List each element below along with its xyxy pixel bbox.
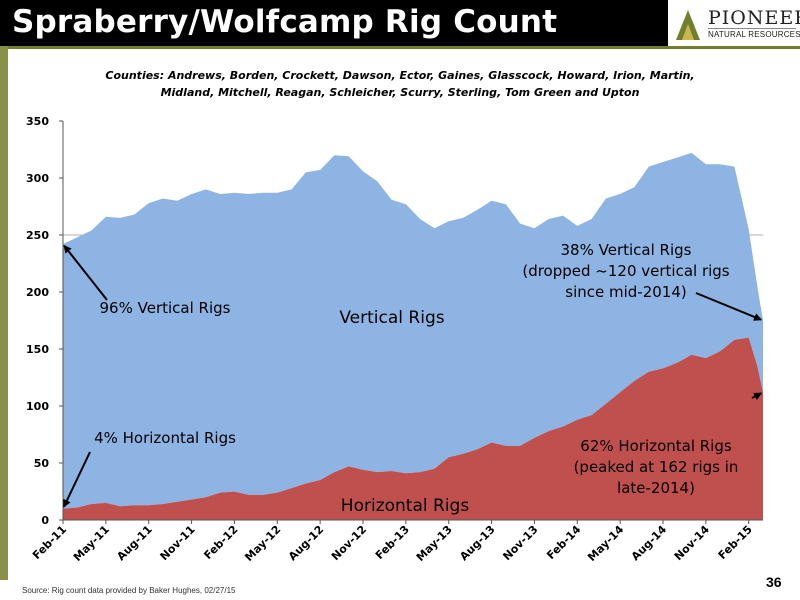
x-tick-label: May-12: [242, 523, 283, 564]
series-label-horizontal-rigs: Horizontal Rigs: [341, 496, 470, 516]
logo-divider: [708, 28, 796, 29]
annotation-arrow: [751, 392, 763, 400]
y-tick-label: 300: [26, 172, 49, 185]
x-tick-label: Aug-12: [286, 523, 326, 563]
y-tick-label: 100: [26, 400, 49, 413]
x-tick-label: Nov-12: [329, 523, 369, 563]
subtitle-line-2: Midland, Mitchell, Reagan, Schleicher, S…: [160, 86, 640, 99]
x-tick-label: May-11: [71, 523, 112, 564]
x-tick-label: Feb-15: [716, 523, 755, 562]
subtitle-line-1: Counties: Andrews, Borden, Crockett, Daw…: [105, 69, 695, 82]
annotation-arrow: [62, 451, 91, 508]
y-tick-label: 150: [26, 343, 49, 356]
left-accent-rule: [0, 46, 8, 580]
x-tick-label: Aug-11: [114, 523, 154, 563]
source-note: Source: Rig count data provided by Baker…: [22, 586, 236, 595]
y-tick-label: 350: [26, 115, 49, 128]
x-tick-label: May-13: [414, 523, 455, 564]
annotation-text: 38% Vertical Rigs (dropped ~120 vertical …: [522, 241, 729, 301]
x-tick-label: Feb-12: [201, 523, 240, 562]
x-tick-label: Feb-14: [544, 523, 583, 562]
x-tick-label: Aug-14: [629, 523, 670, 564]
company-logo: PIONEER NATURAL RESOURCES: [672, 0, 800, 50]
annotation-line: (peaked at 162 rigs in: [574, 458, 739, 476]
x-tick-label: Feb-11: [30, 523, 69, 562]
annotation-line: 62% Horizontal Rigs: [580, 437, 732, 455]
annotation-line: (dropped ~120 vertical rigs: [522, 262, 729, 280]
series-area-vertical-rigs: [63, 152, 763, 509]
annotation-text: 62% Horizontal Rigs (peaked at 162 rigs i…: [574, 437, 739, 497]
y-tick-label: 50: [34, 457, 50, 470]
logo-subtitle: NATURAL RESOURCES: [708, 30, 800, 39]
y-tick-label: 200: [26, 286, 49, 299]
series-area-horizontal-rigs: [63, 337, 763, 520]
annotation-arrow: [695, 292, 763, 321]
annotation-text: 96% Vertical Rigs: [100, 299, 231, 317]
logo-name: PIONEER: [708, 7, 800, 29]
annotation-line: 38% Vertical Rigs: [561, 241, 692, 259]
y-tick-label: 0: [41, 514, 49, 527]
x-tick-label: Aug-13: [457, 523, 497, 563]
slide-title: Spraberry/Wolfcamp Rig Count: [12, 4, 558, 40]
chart-subtitle: Counties: Andrews, Borden, Crockett, Daw…: [80, 67, 720, 101]
page-number: 36: [766, 574, 782, 590]
annotation-line: since mid-2014): [565, 283, 686, 301]
annotation-arrow: [63, 244, 108, 301]
x-tick-label: Nov-14: [672, 523, 712, 563]
annotation-text: 4% Horizontal Rigs: [94, 429, 236, 447]
header-accent-rule: [0, 46, 800, 49]
slide-header: Spraberry/Wolfcamp Rig Count PIONEER NAT…: [0, 0, 800, 50]
annotation-line: 4% Horizontal Rigs: [94, 429, 236, 447]
annotation-line: late-2014): [617, 479, 695, 497]
annotation-line: 96% Vertical Rigs: [100, 299, 231, 317]
x-tick-label: Nov-11: [158, 523, 198, 563]
x-tick-label: Feb-13: [373, 523, 412, 562]
series-label-vertical-rigs: Vertical Rigs: [339, 308, 444, 328]
logo-mark-icon: [676, 10, 700, 40]
x-tick-label: Nov-13: [500, 523, 540, 563]
title-bar: Spraberry/Wolfcamp Rig Count: [0, 0, 668, 46]
y-tick-label: 250: [26, 229, 49, 242]
x-tick-label: May-14: [585, 523, 626, 564]
